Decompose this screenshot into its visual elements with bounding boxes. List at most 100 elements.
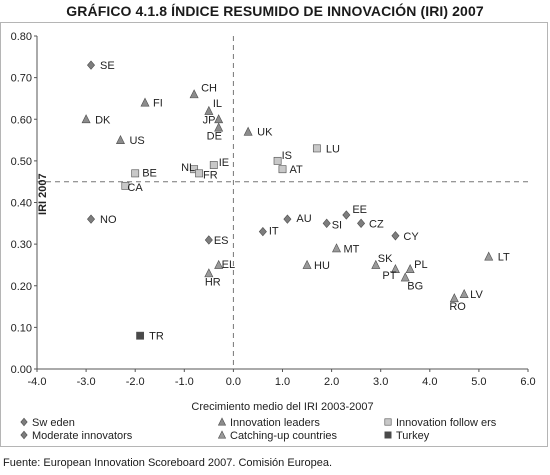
plot-frame — [0, 22, 548, 447]
legend-label-1: Sw eden — [32, 417, 75, 429]
point-fr — [195, 169, 203, 178]
legend-marker-1 — [20, 417, 28, 427]
point-label-dk: DK — [95, 114, 111, 126]
point-il — [204, 105, 214, 115]
legend-label-5: Catching-up countries — [230, 430, 338, 442]
point-label-il: IL — [213, 98, 222, 110]
point-label-pl: PL — [414, 259, 427, 271]
legend-label-4: Moderate innovators — [32, 430, 133, 442]
chart-title: GRÁFICO 4.1.8 ÍNDICE RESUMIDO DE INNOVAC… — [66, 3, 484, 19]
point-pt — [390, 264, 400, 274]
y-tick-label: 0.00 — [11, 364, 32, 376]
legend-marker-4 — [20, 430, 28, 440]
y-tick-label: 0.30 — [11, 239, 32, 251]
point-label-jp: JP — [203, 114, 216, 126]
point-label-us: US — [129, 135, 144, 147]
point-se — [87, 60, 96, 70]
point-label-it: IT — [269, 226, 279, 238]
x-tick-label: -1.0 — [175, 376, 194, 388]
point-ee — [342, 210, 351, 220]
point-label-hu: HU — [314, 260, 330, 272]
point-nl — [190, 165, 199, 174]
point-lv — [459, 289, 469, 298]
point-label-se: SE — [100, 60, 115, 72]
x-tick-label: -4.0 — [28, 376, 47, 388]
point-no — [87, 214, 96, 224]
legend-label-6: Turkey — [396, 430, 430, 442]
x-tick-label: 5.0 — [471, 376, 486, 388]
point-label-es: ES — [214, 235, 229, 247]
y-tick-label: 0.70 — [11, 73, 32, 85]
point-si — [322, 218, 331, 228]
y-axis-title: IRI 2007 — [37, 173, 49, 215]
x-tick-label: 3.0 — [373, 376, 388, 388]
point-mt — [332, 243, 341, 253]
point-label-lt: LT — [498, 252, 510, 264]
point-label-uk: UK — [257, 127, 273, 139]
point-label-ro: RO — [449, 301, 466, 313]
point-label-bg: BG — [407, 280, 423, 292]
point-ie — [209, 161, 218, 169]
point-cz — [357, 218, 366, 228]
point-label-lu: LU — [326, 143, 340, 155]
x-axis-title: Crecimiento medio del IRI 2003-2007 — [191, 401, 373, 413]
y-tick-label: 0.20 — [11, 281, 32, 293]
point-label-cz: CZ — [369, 218, 384, 230]
point-label-fr: FR — [203, 169, 218, 181]
point-at — [278, 165, 287, 174]
point-hr — [204, 268, 214, 278]
point-pl — [405, 264, 415, 274]
point-label-at: AT — [290, 164, 304, 176]
point-lu — [312, 144, 321, 153]
point-be — [131, 169, 140, 178]
legend-label-3: Innovation follow ers — [396, 417, 497, 429]
point-ca — [121, 181, 130, 190]
legend-marker-2 — [217, 417, 227, 426]
point-label-cy: CY — [403, 231, 419, 243]
point-label-au: AU — [296, 213, 311, 225]
x-tick-label: 0.0 — [226, 376, 241, 388]
point-label-el: EL — [222, 259, 235, 271]
x-tick-label: 4.0 — [422, 376, 437, 388]
point-label-hr: HR — [205, 276, 221, 288]
x-tick-label: 2.0 — [324, 376, 339, 388]
point-label-ie: IE — [219, 157, 229, 169]
legend-marker-6 — [384, 431, 392, 439]
y-tick-label: 0.40 — [11, 198, 32, 210]
point-label-lv: LV — [470, 289, 483, 301]
point-cy — [391, 231, 400, 241]
point-label-no: NO — [100, 214, 117, 226]
point-it — [258, 226, 267, 237]
y-tick-label: 0.80 — [11, 31, 32, 43]
point-jp — [214, 114, 224, 124]
legend-marker-5 — [217, 430, 227, 439]
point-label-be: BE — [142, 167, 157, 179]
point-label-si: SI — [332, 219, 342, 231]
point-es — [204, 235, 213, 245]
point-fi — [140, 97, 150, 107]
point-us — [115, 134, 125, 144]
point-label-sk: SK — [378, 253, 393, 265]
point-label-de: DE — [207, 131, 222, 143]
y-tick-label: 0.60 — [11, 114, 32, 126]
legend-label-2: Innovation leaders — [230, 417, 320, 429]
point-de — [214, 122, 224, 132]
point-ro — [449, 293, 459, 303]
point-el — [214, 259, 224, 269]
source-note: Fuente: European Innovation Scoreboard 2… — [3, 457, 332, 469]
point-label-ca: CA — [127, 182, 143, 194]
x-tick-label: -2.0 — [126, 376, 145, 388]
x-tick-label: 6.0 — [520, 376, 535, 388]
point-ch — [189, 89, 199, 99]
point-label-ee: EE — [352, 204, 367, 216]
y-tick-label: 0.10 — [11, 322, 32, 334]
point-bg — [400, 272, 410, 282]
point-label-is: IS — [282, 150, 292, 162]
point-au — [283, 214, 292, 224]
point-label-pt: PT — [382, 270, 396, 282]
point-dk — [81, 114, 91, 124]
point-tr — [136, 331, 145, 340]
point-label-mt: MT — [344, 243, 360, 255]
x-tick-label: -3.0 — [77, 376, 96, 388]
